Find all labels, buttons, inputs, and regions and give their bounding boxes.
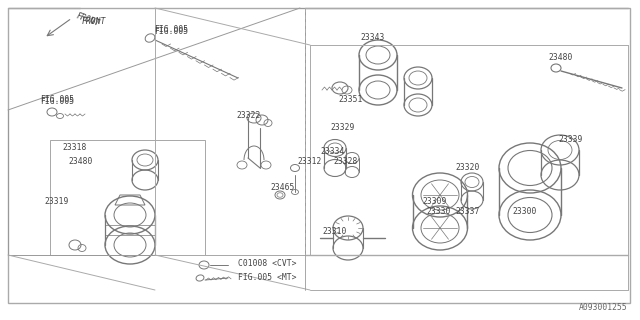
Text: 23337: 23337 [455, 207, 479, 217]
Text: 23319: 23319 [44, 197, 68, 206]
Text: 23300: 23300 [512, 207, 536, 217]
Text: 23343: 23343 [360, 34, 385, 43]
Text: A093001255: A093001255 [579, 303, 628, 312]
Text: 23312: 23312 [297, 157, 321, 166]
Text: 23339: 23339 [558, 135, 582, 145]
Text: 23330: 23330 [426, 207, 451, 217]
Text: 23320: 23320 [455, 164, 479, 172]
Bar [50, 140, 205, 255]
Text: 23480: 23480 [548, 53, 572, 62]
Text: FIG.005: FIG.005 [154, 28, 188, 36]
Text: 23322: 23322 [236, 110, 260, 119]
Text: 23309: 23309 [422, 197, 446, 206]
Text: C01008 <CVT>: C01008 <CVT> [238, 260, 296, 268]
Text: 23329: 23329 [330, 124, 355, 132]
Text: FIG.005 <MT>: FIG.005 <MT> [238, 274, 296, 283]
Text: FIG.005: FIG.005 [40, 98, 74, 107]
Text: 23351: 23351 [338, 95, 362, 105]
Text: FIG.005: FIG.005 [40, 95, 74, 105]
Text: 23465: 23465 [270, 183, 294, 193]
Text: 23328: 23328 [333, 157, 357, 166]
Text: FRONT: FRONT [74, 12, 100, 28]
Text: FRONT: FRONT [82, 18, 106, 27]
Text: 23334: 23334 [320, 148, 344, 156]
Text: 23480: 23480 [68, 157, 92, 166]
Text: FIG.005: FIG.005 [154, 26, 188, 35]
Text: 23310: 23310 [322, 228, 346, 236]
Text: 23318: 23318 [62, 143, 86, 153]
